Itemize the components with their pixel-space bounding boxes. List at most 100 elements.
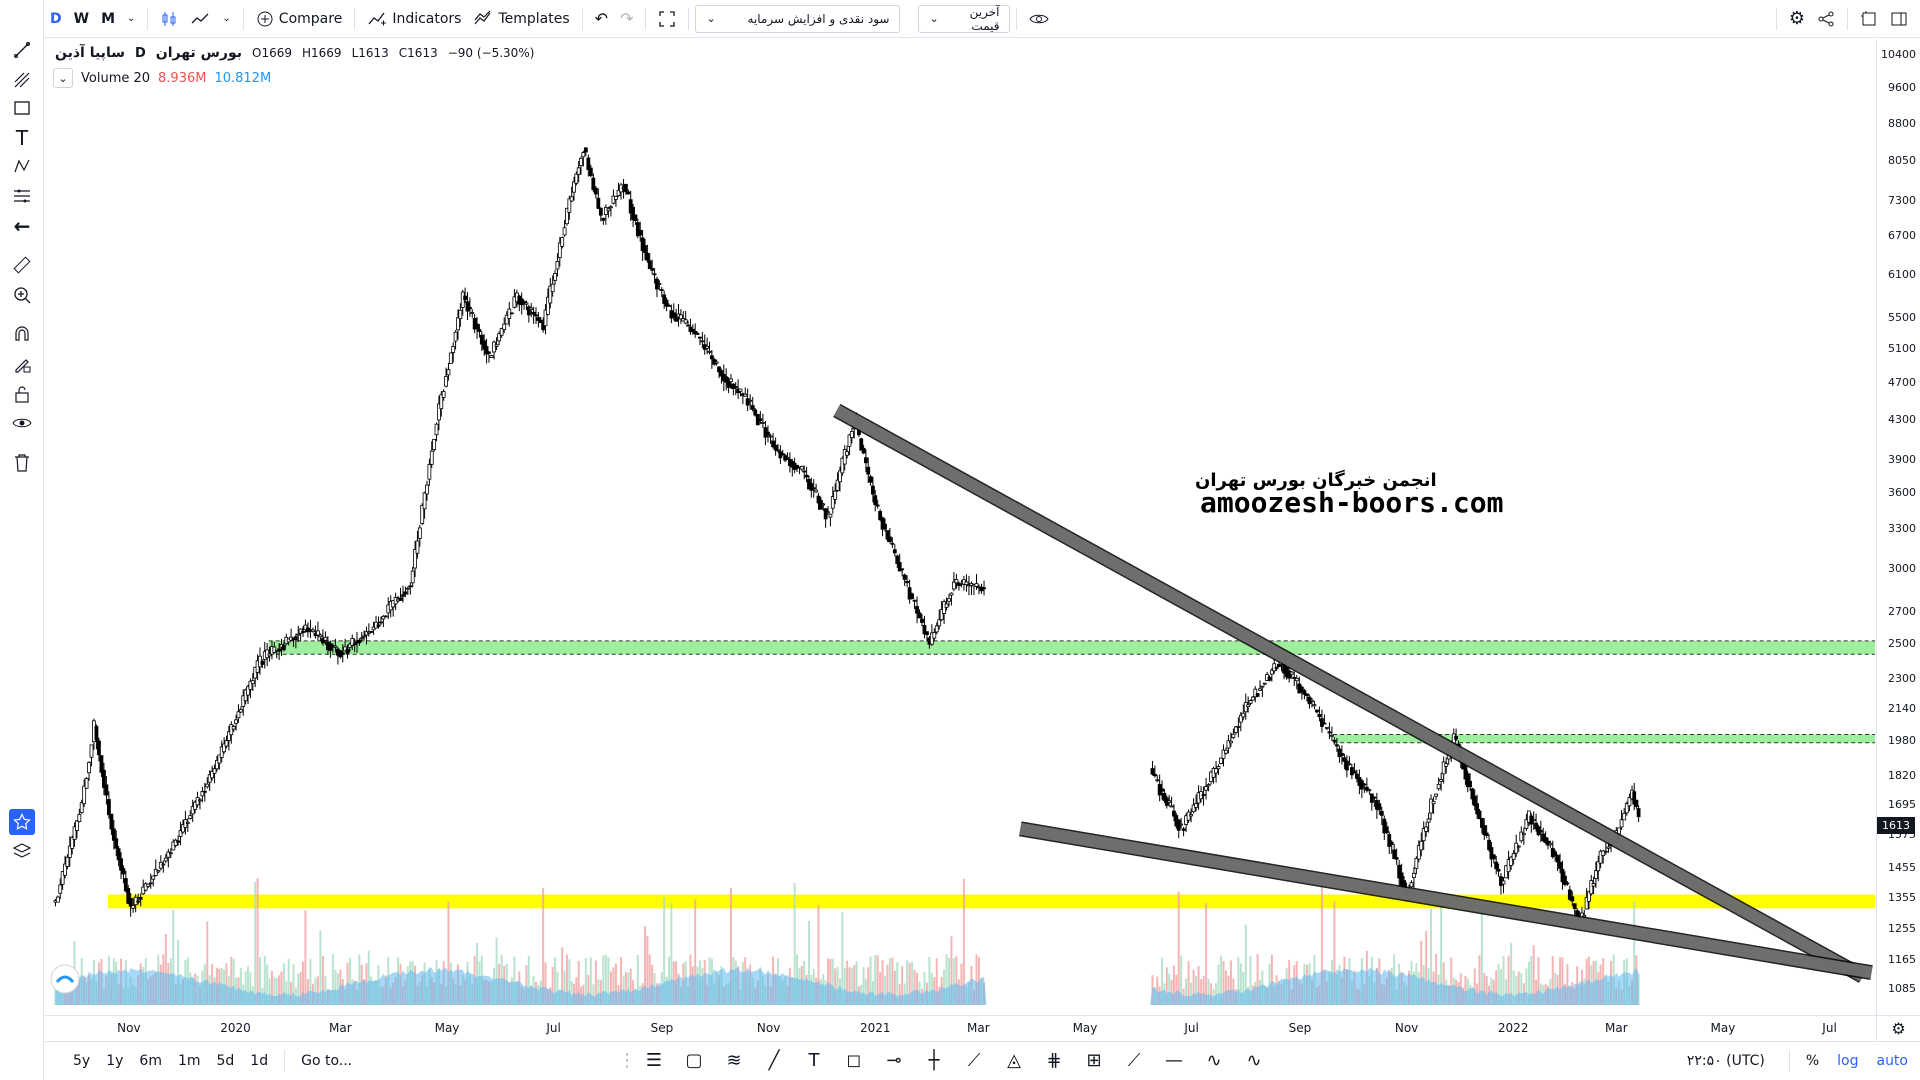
volume-collapse-chevron-icon[interactable]: ⌄ bbox=[53, 68, 73, 88]
snapshot-icon[interactable] bbox=[1854, 5, 1884, 33]
log-scale-toggle[interactable]: log bbox=[1837, 1053, 1859, 1069]
favorites-star-icon[interactable] bbox=[9, 809, 35, 835]
trend-line-tool-icon[interactable] bbox=[10, 38, 34, 62]
interval-dropdown-chevron-icon[interactable]: ⌄ bbox=[127, 13, 136, 24]
dividend-select[interactable]: سود نقدی و افزایش سرمایه ⌄ bbox=[695, 4, 901, 33]
share-icon[interactable] bbox=[1811, 5, 1841, 33]
candles-style-icon[interactable] bbox=[154, 5, 184, 33]
panel-toggle-icon[interactable] bbox=[1884, 5, 1920, 33]
candle-body bbox=[650, 268, 655, 271]
compare-button[interactable]: Compare bbox=[250, 5, 349, 33]
price-axis[interactable]: 10400 9600 8800 8050 7300 6700 6100 5500 5100 470… bbox=[1876, 39, 1920, 1015]
settings-gear-icon[interactable]: ⚙ bbox=[1788, 8, 1805, 29]
volume-bar bbox=[609, 971, 612, 1005]
horizontal-lines-tool-icon[interactable]: ☰ bbox=[645, 1050, 663, 1071]
interval-w-button[interactable]: W bbox=[73, 10, 90, 27]
back-arrow-icon[interactable]: ← bbox=[13, 214, 31, 238]
ray-tool-icon[interactable]: ⟋ bbox=[967, 1050, 981, 1071]
utc-clock[interactable]: ۲۲:۵۰ (UTC) bbox=[1686, 1053, 1765, 1069]
interval-d-button[interactable]: D bbox=[50, 10, 62, 27]
line-draw-icon[interactable]: ╱ bbox=[768, 1050, 780, 1071]
candle-body bbox=[1269, 669, 1274, 675]
text-tool-icon[interactable]: T bbox=[15, 126, 29, 150]
axis-settings-gear-icon[interactable]: ⚙ bbox=[1876, 1015, 1920, 1041]
volume-bar bbox=[1485, 976, 1488, 1005]
undo-icon[interactable]: ↶ bbox=[594, 9, 609, 28]
fib-tool-icon[interactable]: ⋕ bbox=[1046, 1050, 1062, 1071]
range-1y-button[interactable]: 1y bbox=[106, 1053, 124, 1069]
auto-scale-toggle[interactable]: auto bbox=[1876, 1053, 1908, 1069]
visibility-eye-icon[interactable] bbox=[10, 411, 34, 435]
price-tick-label: 1165 bbox=[1888, 953, 1916, 967]
line-style-icon[interactable] bbox=[184, 5, 216, 33]
range-1d-button[interactable]: 1d bbox=[250, 1053, 269, 1069]
range-5d-button[interactable]: 5d bbox=[216, 1053, 235, 1069]
lock-pencil-icon[interactable] bbox=[10, 352, 34, 376]
price-source-select[interactable]: آخرین قیمت ⌄ bbox=[918, 4, 1011, 33]
magnet-icon[interactable] bbox=[10, 322, 34, 346]
cross-line-icon[interactable]: ┼ bbox=[928, 1050, 940, 1071]
frame-tool-icon[interactable]: ⊞ bbox=[1086, 1050, 1102, 1071]
layers-icon[interactable] bbox=[10, 839, 34, 863]
percent-scale-toggle[interactable]: % bbox=[1805, 1053, 1820, 1069]
horizontal-ray-icon[interactable]: ⊸ bbox=[886, 1050, 902, 1071]
indicators-button[interactable]: Indicators bbox=[361, 5, 467, 33]
candle-body bbox=[1152, 773, 1157, 777]
rectangle-tool-icon[interactable] bbox=[10, 96, 34, 120]
candle-body bbox=[126, 888, 131, 904]
interval-m-button[interactable]: M bbox=[101, 10, 116, 27]
redo-icon[interactable]: ↷ bbox=[620, 9, 634, 28]
volume-bar bbox=[230, 956, 233, 1005]
templates-button[interactable]: Templates bbox=[467, 5, 575, 33]
goto-button[interactable]: Go to... bbox=[301, 1053, 353, 1069]
candle-body bbox=[804, 474, 809, 478]
text-draw-icon[interactable]: T bbox=[808, 1050, 820, 1071]
candle-body bbox=[616, 189, 621, 197]
curve-tool-icon[interactable]: ≋ bbox=[726, 1050, 742, 1071]
candle-body bbox=[301, 631, 305, 633]
candle-body bbox=[833, 490, 838, 500]
candle-body bbox=[357, 639, 362, 644]
candle-body bbox=[224, 740, 229, 747]
green-zone-lower bbox=[1333, 734, 1875, 743]
time-axis[interactable]: Nov 2020 Mar May Jul Sep Nov 2021 Mar May Jul Sep No… bbox=[45, 1015, 1876, 1041]
candle-body bbox=[1241, 712, 1246, 718]
trash-icon[interactable] bbox=[10, 451, 34, 475]
triangle-tool-icon[interactable]: ◬ bbox=[1007, 1050, 1021, 1071]
candle-body bbox=[1479, 817, 1484, 828]
candle-body bbox=[219, 746, 224, 758]
candle-body bbox=[1591, 883, 1596, 887]
candle-body bbox=[683, 319, 688, 324]
unlock-icon[interactable] bbox=[10, 382, 34, 406]
volume-bar bbox=[888, 958, 891, 1005]
callout-tool-icon[interactable]: ◻ bbox=[846, 1050, 862, 1071]
rectangle-draw-icon[interactable]: ▢ bbox=[685, 1050, 703, 1071]
extended-line-icon[interactable]: ⟋ bbox=[1127, 1050, 1141, 1071]
price-chart-svg[interactable] bbox=[45, 39, 1876, 1015]
range-1m-button[interactable]: 1m bbox=[177, 1053, 201, 1069]
wave-123-icon[interactable]: ∿ bbox=[1206, 1050, 1222, 1071]
chart-pane[interactable] bbox=[45, 39, 1876, 1015]
wave-abc-icon[interactable]: ∿ bbox=[1246, 1050, 1262, 1071]
pattern-tool-icon[interactable] bbox=[10, 154, 34, 178]
candle-body bbox=[745, 398, 750, 406]
volume-bar bbox=[1478, 955, 1481, 1005]
volume-bar bbox=[1473, 968, 1476, 1005]
volume-bar bbox=[945, 954, 948, 1005]
ruler-icon[interactable] bbox=[10, 253, 34, 277]
candle-body bbox=[845, 451, 850, 456]
candle-body bbox=[553, 273, 557, 281]
horizontal-segment-icon[interactable]: — bbox=[1165, 1050, 1183, 1071]
eye-icon[interactable] bbox=[1023, 5, 1055, 33]
volume-bar bbox=[848, 967, 851, 1005]
drag-handle-icon[interactable]: ⋮ bbox=[618, 1050, 636, 1071]
range-5y-button[interactable]: 5y bbox=[73, 1053, 91, 1069]
range-6m-button[interactable]: 6m bbox=[139, 1053, 162, 1069]
candle-body bbox=[1384, 826, 1389, 834]
fullscreen-icon[interactable] bbox=[652, 5, 682, 33]
prediction-tool-icon[interactable] bbox=[10, 184, 34, 208]
zoom-in-icon[interactable] bbox=[10, 283, 34, 307]
pitchfork-tool-icon[interactable] bbox=[10, 68, 34, 92]
style-dropdown-chevron-icon[interactable]: ⌄ bbox=[222, 13, 231, 24]
symbol-name[interactable]: ساپیا آذین bbox=[55, 45, 125, 61]
